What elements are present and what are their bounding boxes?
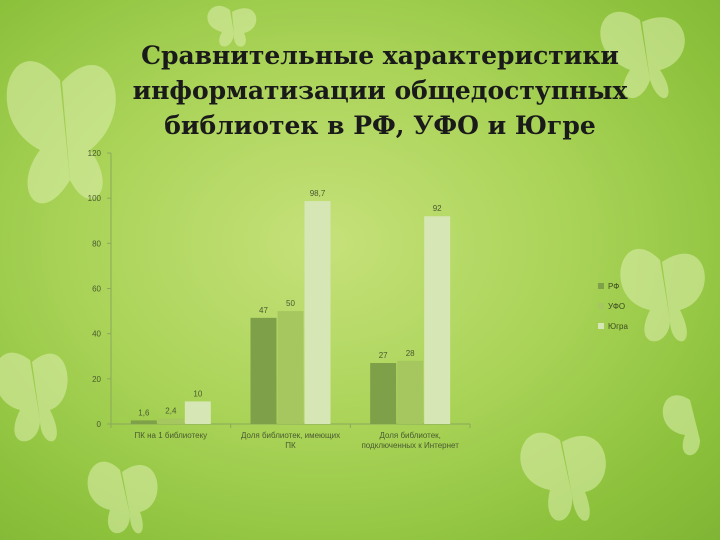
legend-label-yugra: Югра xyxy=(608,321,628,331)
title-line-2: информатизации общедоступных xyxy=(132,76,628,105)
bar-ufo xyxy=(277,311,304,424)
title-line-1: Сравнительные характеристики xyxy=(141,41,619,70)
y-tick-label: 120 xyxy=(88,149,102,158)
data-label-yugra: 10 xyxy=(193,389,202,398)
data-label-yugra: 92 xyxy=(433,204,442,213)
legend-item-yugra: Югра xyxy=(598,316,628,336)
y-tick-label: 20 xyxy=(92,375,101,384)
slide-title: Сравнительные характеристики информатиза… xyxy=(80,38,680,143)
bar-yugra xyxy=(184,401,211,424)
legend-item-ufo: УФО xyxy=(598,296,628,316)
bar-rf xyxy=(130,420,157,424)
data-label-ufo: 2,4 xyxy=(165,407,177,416)
x-category-label: Доля библиотек, xyxy=(379,431,440,440)
legend-item-rf: РФ xyxy=(598,276,628,296)
y-tick-label: 0 xyxy=(97,420,102,429)
y-tick-label: 100 xyxy=(88,194,102,203)
x-category-label: подключенных к Интернет xyxy=(361,441,459,450)
title-line-3: библиотек в РФ, УФО и Югре xyxy=(164,111,596,140)
legend-swatch-yugra xyxy=(598,323,604,329)
chart-legend: РФ УФО Югра xyxy=(598,276,628,336)
legend-swatch-ufo xyxy=(598,303,604,309)
y-tick-label: 80 xyxy=(92,239,101,248)
bar-yugra xyxy=(304,201,331,424)
legend-label-ufo: УФО xyxy=(608,301,626,311)
x-category-label: ПК xyxy=(285,441,296,450)
legend-swatch-rf xyxy=(598,283,604,289)
bar-rf xyxy=(250,317,277,424)
y-tick-label: 40 xyxy=(92,330,101,339)
x-category-label: ПК на 1 библиотеку xyxy=(134,431,207,440)
data-label-rf: 1,6 xyxy=(138,408,150,417)
bar-ufo xyxy=(397,360,424,424)
legend-label-rf: РФ xyxy=(608,281,620,291)
bar-yugra xyxy=(424,216,451,424)
bar-rf xyxy=(370,363,397,424)
data-label-rf: 27 xyxy=(379,351,388,360)
data-label-ufo: 28 xyxy=(406,349,415,358)
y-tick-label: 60 xyxy=(92,285,101,294)
data-label-ufo: 50 xyxy=(286,299,295,308)
data-label-rf: 47 xyxy=(259,306,268,315)
x-category-label: Доля библиотек, имеющих xyxy=(241,431,340,440)
bar-ufo xyxy=(157,418,184,424)
data-label-yugra: 98,7 xyxy=(310,189,326,198)
